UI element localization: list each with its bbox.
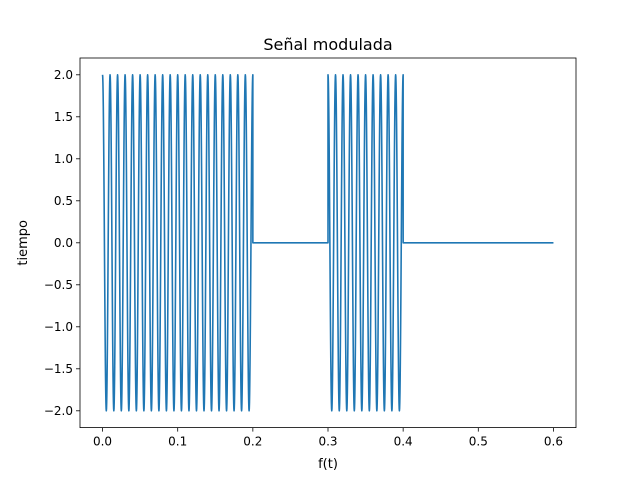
x-tick-label: 0.1 [168,435,187,449]
y-tick-label: 2.0 [54,68,73,82]
x-tick-label: 0.3 [318,435,337,449]
y-tick-label: 0.0 [54,236,73,250]
x-axis-label: f(t) [318,457,338,472]
y-axis: −2.0 −1.5 −1.0 −0.5 0.0 0.5 1.0 1.5 2.0 [44,68,80,418]
series-line-0 [101,74,554,412]
x-tick-label: 0.5 [469,435,488,449]
x-tick-label: 0.2 [243,435,262,449]
y-tick-label: −1.5 [44,362,73,376]
chart-title: Señal modulada [263,35,392,54]
y-tick-label: 0.5 [54,194,73,208]
x-axis: 0.0 0.1 0.2 0.3 0.4 0.5 0.6 [93,427,563,449]
x-tick-label: 0.0 [93,435,112,449]
y-tick-label: −0.5 [44,278,73,292]
y-tick-label: −1.0 [44,320,73,334]
x-tick-label: 0.4 [394,435,413,449]
y-tick-label: −2.0 [44,404,73,418]
plot-area [101,74,554,412]
y-tick-label: 1.0 [54,152,73,166]
y-axis-label: tiempo [16,220,31,266]
y-tick-label: 1.5 [54,110,73,124]
x-tick-label: 0.6 [544,435,563,449]
